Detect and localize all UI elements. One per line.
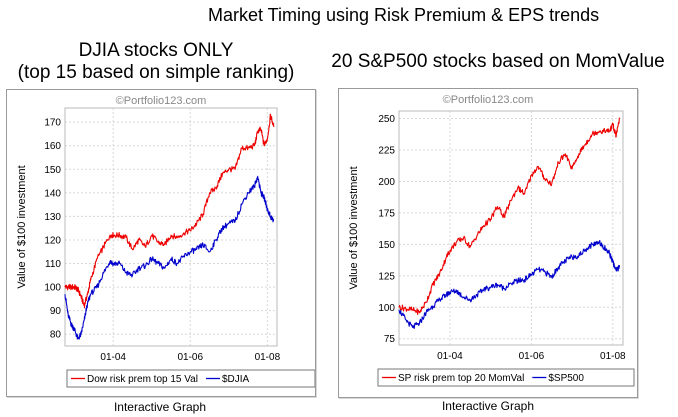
left-interactive-graph-link[interactable]: Interactive Graph (113, 400, 207, 414)
y-tick-label: 175 (378, 208, 395, 219)
x-tick-label: 01-06 (519, 351, 545, 362)
y-axis-label: Value of $100 investment (348, 166, 360, 289)
series-line-djia (64, 175, 275, 340)
plot-area (64, 107, 278, 347)
left-heading-line2: (top 15 based on simple ranking) (17, 62, 295, 83)
djia-chart[interactable]: ©Portfolio123.com 80 90 100 110 120 130 140 150 1… (7, 90, 316, 396)
right-interactive-graph-link[interactable]: Interactive Graph (441, 399, 535, 413)
y-tick-label: 100 (44, 283, 61, 294)
x-tick-label: 01-04 (437, 351, 463, 362)
y-tick-label: 75 (384, 334, 396, 345)
y-tick-label: 100 (378, 303, 395, 314)
legend-box (377, 368, 635, 387)
x-tick-label: 01-08 (255, 352, 281, 363)
plot-area (398, 110, 624, 346)
sp500-chart[interactable]: ©Portfolio123.com 75 100 125 150 175 200 225 250… (339, 89, 637, 397)
legend-entry: Dow risk prem top 15 Val (87, 374, 198, 385)
watermark-label: ©Portfolio123.com (443, 94, 534, 106)
x-tick-label: 01-08 (600, 351, 626, 362)
y-tick-label: 170 (44, 118, 61, 129)
legend-entry: $DJIA (222, 374, 250, 385)
y-tick-label: 90 (50, 306, 62, 317)
series-line-sp-risk-prem-top-20-momval (398, 117, 621, 316)
y-tick-label: 110 (45, 259, 61, 270)
x-tick-label: 01-04 (100, 352, 126, 363)
y-tick-label: 250 (378, 114, 395, 125)
page-title: Market Timing using Risk Premium & EPS t… (208, 5, 600, 25)
series-line-sp500 (398, 239, 621, 329)
y-tick-label: 125 (378, 271, 395, 282)
right-panel-heading: 20 S&P500 stocks based on MomValue (331, 51, 665, 72)
chart-legend: Dow risk prem top 15 Val $DJIA (66, 369, 316, 388)
series-line-dow-risk-prem-top-15-val (64, 113, 275, 309)
y-tick-label: 160 (44, 141, 61, 152)
watermark-label: ©Portfolio123.com (116, 95, 207, 107)
chart-legend: SP risk prem top 20 MomVal $SP500 (377, 368, 635, 387)
y-tick-label: 80 (50, 330, 62, 341)
y-tick-label: 150 (44, 165, 61, 176)
y-tick-label: 150 (378, 240, 395, 251)
y-tick-label: 225 (378, 146, 395, 157)
right-chart-frame: ©Portfolio123.com 75 100 125 150 175 200 225 250… (338, 88, 638, 398)
left-chart-frame: ©Portfolio123.com 80 90 100 110 120 130 140 150 1… (6, 89, 316, 397)
y-axis-label: Value of $100 investment (16, 165, 28, 288)
left-heading-line1: DJIA stocks ONLY (78, 40, 234, 61)
legend-entry: $SP500 (548, 373, 584, 384)
y-tick-label: 200 (378, 177, 395, 188)
y-tick-label: 130 (44, 212, 61, 223)
y-tick-label: 140 (44, 188, 61, 199)
left-panel-heading: DJIA stocks ONLY (top 15 based on simple… (0, 40, 312, 84)
y-tick-label: 120 (44, 235, 61, 246)
legend-entry: SP risk prem top 20 MomVal (398, 373, 524, 384)
x-tick-label: 01-06 (177, 352, 203, 363)
